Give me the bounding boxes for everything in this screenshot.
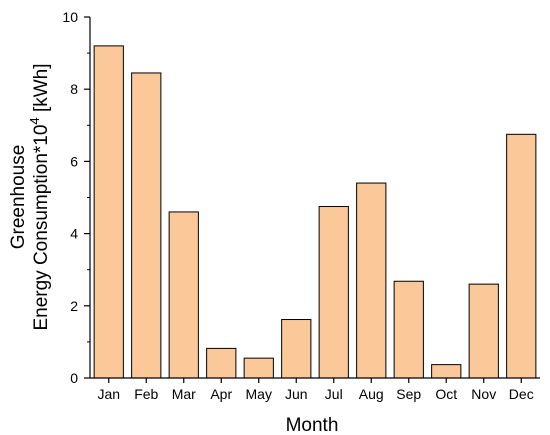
y-axis: 0 2 4 6 8 10	[62, 9, 91, 386]
x-tick-label: Mar	[172, 386, 196, 402]
y-axis-title-line2: Energy Consumption*104 [kWh]	[27, 63, 52, 330]
x-tick-label: Nov	[471, 386, 496, 402]
x-tick-label: Jan	[97, 386, 120, 402]
bar-oct	[431, 364, 462, 379]
x-axis-title: Month	[286, 415, 339, 435]
y-axis-title-prefix: Energy Consumption*10	[31, 125, 52, 331]
bar-feb	[131, 72, 162, 379]
x-tick-label: Dec	[509, 386, 534, 402]
bar-jul	[318, 206, 349, 379]
y-tick-label: 6	[70, 153, 78, 169]
x-tick-label: May	[246, 386, 272, 402]
bar-apr	[206, 347, 237, 379]
bar-dec	[506, 133, 537, 379]
bars-group	[93, 45, 537, 379]
x-tick-label: Aug	[359, 386, 384, 402]
y-tick-label: 4	[70, 226, 78, 242]
y-tick-label: 8	[70, 81, 78, 97]
x-tick-label: Oct	[435, 386, 457, 402]
x-tick-label: Feb	[134, 386, 158, 402]
x-tick-label: Sep	[396, 386, 421, 402]
x-tick-label: Jun	[285, 386, 308, 402]
bar-aug	[356, 182, 387, 379]
y-axis-title: Greenhouse Energy Consumption*104 [kWh]	[8, 63, 52, 330]
bar-jun	[281, 319, 312, 379]
bar-sep	[393, 280, 424, 379]
bar-mar	[168, 211, 199, 379]
y-axis-title-exponent: 4	[27, 117, 42, 124]
bar-jan	[93, 45, 124, 379]
y-tick-label: 2	[70, 298, 78, 314]
y-axis-title-line1: Greenhouse	[8, 145, 29, 250]
y-tick-label: 10	[62, 9, 78, 25]
bar-may	[243, 357, 274, 379]
y-axis-title-suffix: [kWh]	[31, 63, 52, 117]
x-axis: Jan Feb Mar Apr May Jun Jul Aug Sep Oct Nov Dec	[90, 377, 540, 402]
bar-nov	[468, 283, 499, 379]
x-tick-label: Jul	[325, 386, 343, 402]
x-tick-label: Apr	[210, 386, 232, 402]
y-tick-label: 0	[70, 370, 78, 386]
